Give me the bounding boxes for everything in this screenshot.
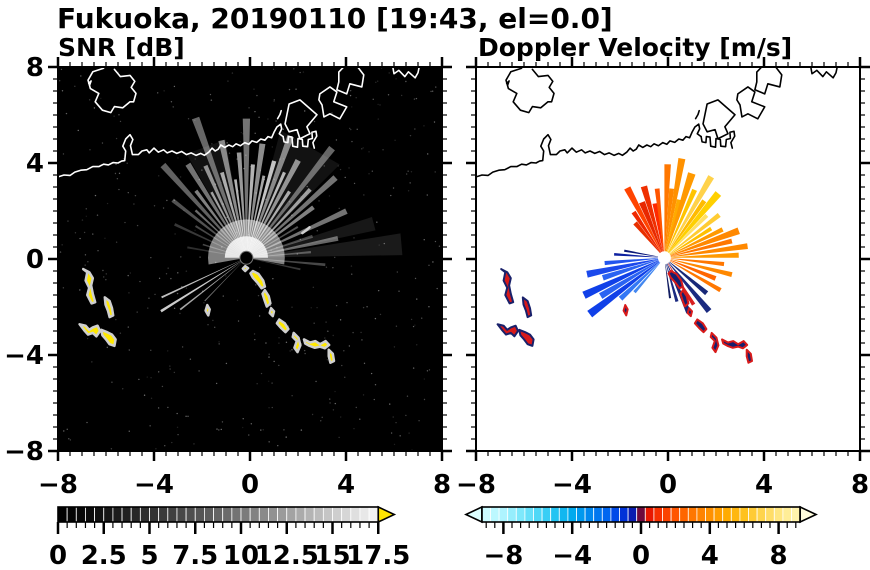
axis-tick-labels: −8 −4 0 4 8 8 4 0 −4 −8 — [4, 53, 451, 500]
coastline-islet_dot — [505, 80, 510, 86]
coastline-shore — [476, 123, 702, 178]
x-tick-label: 8 — [433, 470, 451, 500]
x-tick-label: −4 — [134, 470, 174, 500]
snr-echoes — [78, 226, 336, 364]
snr-panel: −8 −4 0 4 8 8 4 0 −4 −8 — [4, 53, 452, 500]
velocity-beams — [582, 157, 748, 318]
colorbar-ticks — [485, 522, 797, 534]
coastline — [58, 67, 421, 178]
x-tick-label: 8 — [851, 470, 869, 500]
radar-site-marker — [239, 250, 254, 265]
coastline — [476, 67, 839, 178]
y-tick-label: 4 — [26, 149, 44, 179]
over-range-arrow — [377, 505, 397, 524]
coastline-pier_f — [318, 86, 348, 120]
x-tick-label: −8 — [38, 470, 78, 500]
colorbar-outline — [57, 506, 380, 523]
coastline-islet_dot — [87, 80, 92, 86]
colorbar-ticks — [56, 522, 380, 534]
over-range-arrow — [799, 505, 818, 524]
colorbar-cells — [57, 506, 379, 523]
colorbar-tick-label: 8 — [770, 541, 788, 570]
radar-site-marker — [657, 251, 671, 265]
colorbar-tick-label: 17.5 — [346, 541, 410, 570]
x-tick-label: 4 — [755, 470, 773, 500]
coastline-pier_hook — [754, 67, 783, 95]
coastline-shore — [58, 123, 284, 178]
x-tick-label: 4 — [337, 470, 355, 500]
velocity-panel-title: Doppler Velocity [m/s] — [478, 33, 793, 62]
y-tick-label: 0 — [26, 245, 44, 275]
colorbar-arrows — [377, 505, 397, 524]
coastline-island — [505, 67, 555, 114]
coastline-island — [87, 67, 137, 114]
axis-ticks — [48, 57, 452, 461]
colorbar-tick-labels: −8 −4 0 4 8 — [483, 541, 787, 570]
coastline-pier_comb — [282, 130, 318, 149]
snr-plot-area — [58, 67, 442, 451]
snr-panel-title: SNR [dB] — [58, 33, 185, 62]
colorbar-tick-label: −8 — [483, 541, 523, 570]
colorbar-cells — [481, 506, 801, 523]
y-tick-label: −4 — [4, 341, 44, 371]
colorbar-tick-label: 7.5 — [172, 541, 218, 570]
velocity-colorbar: −8 −4 0 4 8 — [464, 505, 818, 570]
colorbar-tick-label: 10 — [223, 541, 259, 570]
coastline-harbor_dash — [694, 109, 701, 120]
coastline-pier_hook — [336, 67, 365, 95]
colorbar-tick-label: 4 — [701, 541, 719, 570]
colorbar-tick-label: 12.5 — [255, 541, 319, 570]
figure-title: Fukuoka, 20190110 [19:43, el=0.0] — [57, 2, 613, 35]
colorbar-tick-label: 0 — [632, 541, 650, 570]
colorbar-tick-label: 0 — [49, 541, 67, 570]
colorbar-tick-label: 5 — [140, 541, 158, 570]
colorbar-tick-label: 15 — [314, 541, 350, 570]
snr-beams — [160, 116, 403, 313]
velocity-panel: −8 −4 0 4 8 — [456, 57, 870, 500]
coastline-pier_comb — [700, 130, 736, 149]
coastline-pier_chevron — [284, 99, 318, 140]
velocity-plot-area — [476, 67, 860, 451]
x-tick-label: 0 — [241, 470, 259, 500]
x-tick-label: 0 — [659, 470, 677, 500]
coastline-zigzag_ne — [809, 67, 839, 79]
x-tick-label: −8 — [456, 470, 496, 500]
coastline-pier_f — [736, 86, 766, 120]
coastline-pier_chevron — [702, 99, 736, 140]
y-tick-label: −8 — [4, 437, 44, 467]
velocity-echoes — [496, 268, 753, 364]
colorbar-tick-label: −4 — [552, 541, 592, 570]
axis-ticks — [466, 57, 870, 461]
axis-tick-labels: −8 −4 0 4 8 — [456, 470, 869, 500]
y-tick-label: 8 — [26, 53, 44, 83]
coastline-zigzag_ne — [391, 67, 421, 79]
x-tick-label: −4 — [552, 470, 592, 500]
under-range-arrow — [464, 505, 483, 524]
colorbar-tick-label: 2.5 — [81, 541, 127, 570]
coastline-harbor_dash — [276, 109, 283, 120]
